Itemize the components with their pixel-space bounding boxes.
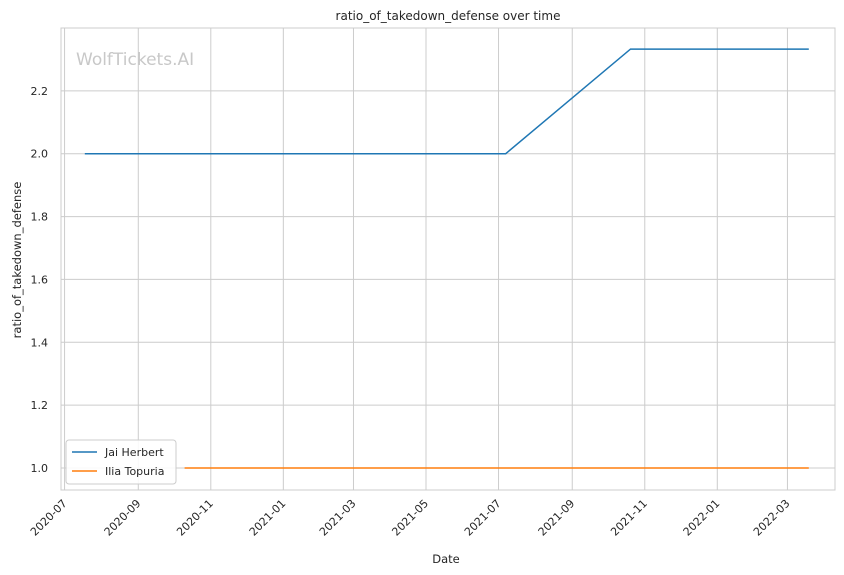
y-tick-label: 2.2 xyxy=(31,85,49,98)
x-tick-label: 2021-03 xyxy=(317,497,359,539)
x-tick-label: 2022-03 xyxy=(751,497,793,539)
plot-area xyxy=(60,27,836,491)
x-axis-label: Date xyxy=(432,552,460,566)
legend: Jai Herbert Ilia Topuria xyxy=(65,439,177,485)
x-axis-ticks: 2020-07 2020-09 2020-11 2021-01 2021-03 2021-… xyxy=(28,497,793,539)
x-tick-label: 2020-09 xyxy=(102,497,144,539)
y-tick-label: 1.0 xyxy=(31,462,49,475)
chart-title: ratio_of_takedown_defense over time xyxy=(336,9,561,23)
y-tick-label: 1.8 xyxy=(31,211,49,224)
x-tick-label: 2021-05 xyxy=(389,497,431,539)
y-tick-label: 1.4 xyxy=(31,336,49,349)
grid xyxy=(61,28,835,490)
y-tick-label: 1.2 xyxy=(31,399,49,412)
x-tick-label: 2021-09 xyxy=(536,497,578,539)
x-tick-label: 2021-01 xyxy=(247,497,289,539)
legend-label-ilia-topuria: Ilia Topuria xyxy=(105,465,164,478)
y-axis-label: ratio_of_takedown_defense xyxy=(10,182,24,339)
x-tick-label: 2022-01 xyxy=(681,497,723,539)
watermark: WolfTickets.AI xyxy=(76,50,194,70)
y-tick-label: 2.0 xyxy=(31,148,49,161)
y-tick-label: 1.6 xyxy=(31,273,49,286)
x-tick-label: 2020-11 xyxy=(174,497,216,539)
series-line-jai-herbert xyxy=(84,48,809,155)
legend-label-jai-herbert: Jai Herbert xyxy=(104,446,164,459)
x-tick-label: 2021-11 xyxy=(608,497,650,539)
series-lines xyxy=(84,48,809,469)
x-tick-label: 2021-07 xyxy=(462,497,504,539)
legend-frame xyxy=(65,439,177,485)
x-tick-label: 2020-07 xyxy=(28,497,70,539)
y-axis-ticks: 1.0 1.2 1.4 1.6 1.8 2.0 2.2 xyxy=(31,85,49,475)
